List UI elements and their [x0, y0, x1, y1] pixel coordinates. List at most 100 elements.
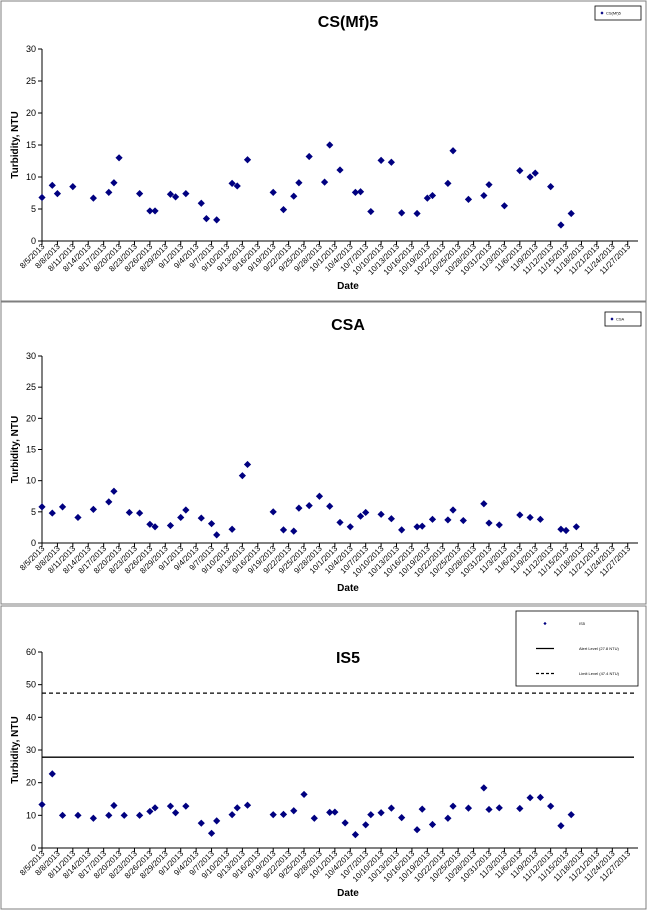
data-point	[387, 804, 395, 812]
data-point	[243, 460, 252, 469]
data-point	[290, 807, 298, 815]
data-point	[48, 509, 56, 517]
data-point	[48, 181, 56, 189]
y-tick-label: 10	[26, 172, 36, 182]
y-tick-label: 40	[26, 712, 36, 722]
data-point	[341, 819, 349, 827]
y-tick-label: 25	[26, 76, 36, 86]
chart-panel-1: CS(Mf)50510152025308/5/20138/8/20138/11/…	[0, 0, 647, 302]
legend: CSA	[604, 311, 642, 327]
data-point	[207, 520, 216, 528]
data-point	[500, 202, 509, 210]
data-point	[315, 492, 324, 500]
y-tick-label: 50	[26, 680, 36, 690]
data-point	[331, 808, 339, 816]
data-point	[120, 811, 128, 819]
data-point	[480, 191, 488, 200]
data-point	[269, 811, 277, 819]
data-point	[336, 518, 344, 527]
data-point	[110, 487, 118, 495]
data-point	[562, 526, 570, 535]
y-tick-label: 60	[26, 647, 36, 657]
data-point	[387, 158, 395, 166]
data-point	[171, 809, 180, 817]
data-point	[362, 508, 370, 517]
data-point	[243, 801, 252, 809]
data-point	[182, 190, 190, 198]
y-axis-title: Turbidity, NTU	[10, 111, 21, 178]
data-point	[531, 169, 539, 177]
data-point	[326, 502, 334, 510]
y-tick-label: 30	[26, 351, 36, 361]
legend-marker-swatch	[543, 621, 547, 626]
data-point	[428, 515, 437, 523]
y-tick-label: 0	[31, 538, 36, 548]
y-tick-label: 20	[26, 108, 36, 118]
y-tick-label: 10	[26, 810, 36, 820]
data-point	[413, 209, 421, 218]
data-point	[418, 805, 426, 813]
data-point	[115, 154, 123, 162]
data-point	[459, 516, 467, 525]
data-point	[526, 173, 534, 181]
legend-label: Alert Level (27.8 NTU)	[579, 646, 619, 651]
data-point	[536, 515, 544, 523]
data-point	[151, 804, 159, 812]
data-point	[197, 819, 205, 827]
data-point	[89, 505, 97, 513]
data-point	[48, 770, 56, 778]
data-point	[136, 509, 144, 517]
data-point	[295, 179, 303, 187]
data-point	[547, 183, 555, 191]
data-point	[356, 188, 365, 196]
data-point	[567, 811, 575, 819]
data-point	[428, 191, 437, 200]
legend-marker-swatch	[610, 317, 614, 321]
legend-label: CS(Mf)5	[606, 11, 622, 16]
data-point	[166, 190, 175, 198]
chart-title: CSA	[331, 317, 365, 334]
data-point	[151, 523, 159, 531]
data-point	[356, 512, 365, 520]
data-point	[269, 508, 277, 516]
data-point	[398, 526, 406, 534]
data-point	[228, 525, 236, 533]
data-point	[567, 209, 575, 218]
data-point	[367, 811, 375, 819]
legend-box	[594, 5, 642, 21]
y-tick-label: 5	[31, 204, 36, 214]
data-point	[74, 513, 82, 522]
data-point	[290, 527, 298, 535]
y-tick-label: 15	[26, 445, 36, 455]
data-point	[572, 523, 580, 531]
y-axis-title: Turbidity, NTU	[10, 716, 21, 783]
y-tick-label: 0	[31, 236, 36, 246]
data-point	[428, 820, 437, 829]
data-point	[197, 199, 205, 207]
data-point	[38, 193, 46, 202]
legend-box	[604, 311, 642, 327]
data-point	[485, 805, 493, 814]
data-point	[547, 802, 555, 810]
x-axis-title: Date	[337, 888, 359, 899]
data-point	[110, 179, 118, 187]
data-point	[146, 207, 154, 215]
legend-marker-swatch	[600, 11, 604, 15]
data-point	[444, 179, 452, 187]
data-point	[526, 794, 534, 802]
data-point	[326, 808, 334, 816]
data-point	[320, 178, 329, 186]
data-point	[300, 790, 308, 799]
data-point	[182, 506, 190, 514]
legend-label: Limit Level (47.4 NTU)	[579, 671, 620, 676]
data-point	[197, 514, 205, 522]
y-tick-label: 0	[31, 843, 36, 853]
chart-title: IS5	[336, 650, 360, 667]
data-point	[423, 194, 431, 202]
data-point	[480, 500, 488, 508]
data-point	[74, 811, 82, 819]
data-point	[495, 521, 503, 529]
data-point	[146, 807, 154, 816]
